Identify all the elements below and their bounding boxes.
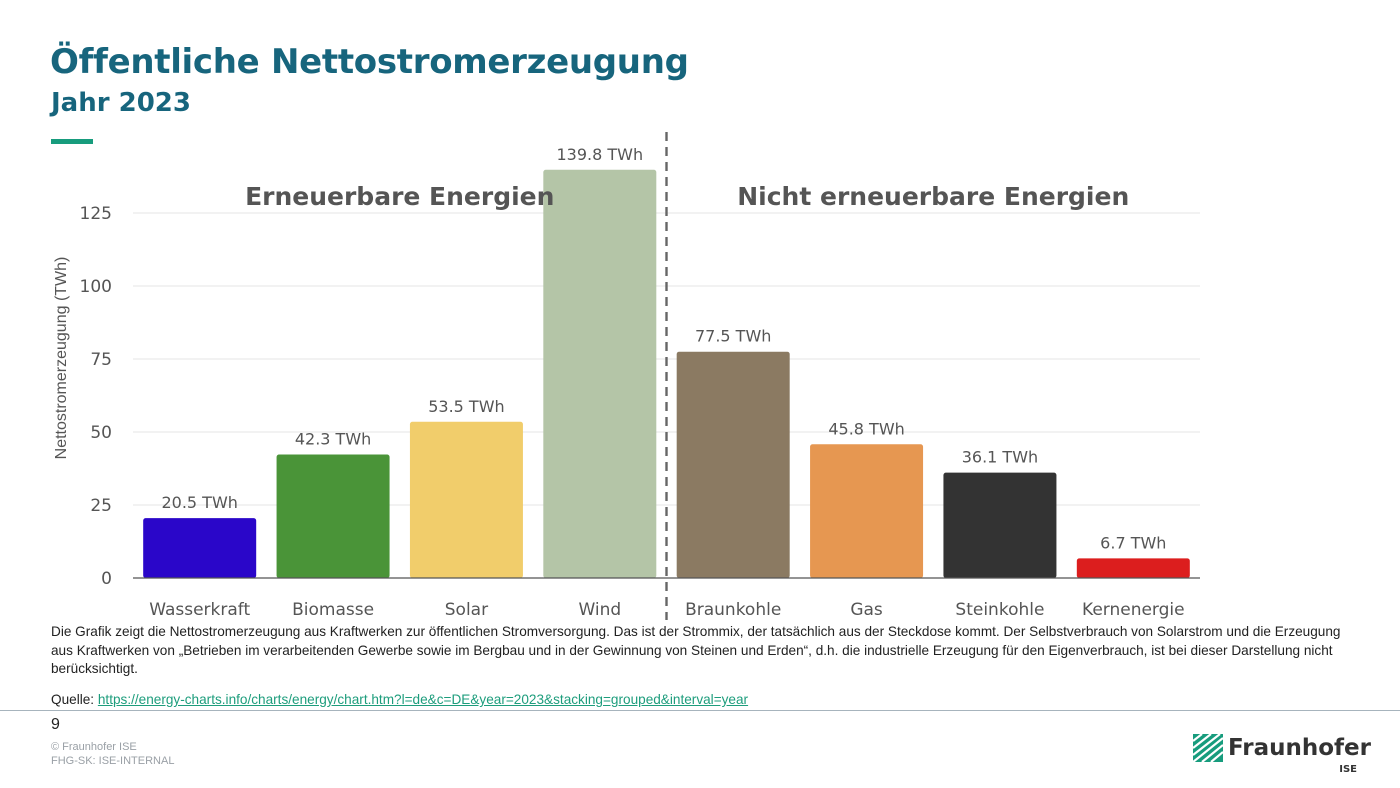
x-tick-label: Wasserkraft <box>149 600 250 620</box>
fraunhofer-logo-icon <box>1193 734 1223 762</box>
y-tick-label: 75 <box>90 350 112 370</box>
data-label: 77.5 TWh <box>695 327 771 346</box>
source-link[interactable]: https://energy-charts.info/charts/energy… <box>97 692 749 707</box>
bar-chart: 0 25 50 75 100 125 Nettostromerzeugung (TWh) 20… <box>53 132 1200 620</box>
source-label: Quelle: <box>51 692 95 707</box>
bar-braunkohle <box>676 351 790 578</box>
fraunhofer-logo: Fraunhofer ISE <box>1193 733 1371 778</box>
page-title: Öffentliche Nettostromerzeugung <box>50 42 689 82</box>
group-label: Erneuerbare Energien <box>245 182 554 211</box>
x-tick-label: Wind <box>578 600 621 620</box>
page-number: 9 <box>51 716 60 733</box>
chart-description: Die Grafik zeigt die Nettostromerzeugung… <box>51 624 1341 676</box>
y-tick-label: 50 <box>90 423 112 443</box>
source-line: Quelle: https://energy-charts.info/chart… <box>51 692 748 707</box>
bar-wind <box>543 169 657 578</box>
bar-gas <box>810 444 924 578</box>
data-label: 6.7 TWh <box>1100 533 1166 552</box>
logo-unit: ISE <box>1339 764 1357 775</box>
group-label: Nicht erneuerbare Energien <box>737 182 1129 211</box>
data-label: 53.5 TWh <box>428 397 504 416</box>
bar-steinkohle <box>943 472 1057 578</box>
bar-solar <box>409 421 523 578</box>
data-label: 139.8 TWh <box>557 145 644 164</box>
data-label: 42.3 TWh <box>295 429 371 448</box>
x-tick-label: Steinkohle <box>955 600 1044 620</box>
data-label: 45.8 TWh <box>828 419 904 438</box>
bar-kernenergie <box>1076 558 1190 578</box>
y-tick-label: 0 <box>101 569 112 589</box>
copyright: © Fraunhofer ISE <box>51 741 137 753</box>
data-label: 20.5 TWh <box>161 493 237 512</box>
x-tick-label: Solar <box>445 600 488 620</box>
x-tick-label: Braunkohle <box>685 600 781 620</box>
y-tick-label: 25 <box>90 496 112 516</box>
classification-label: FHG-SK: ISE-INTERNAL <box>51 755 175 767</box>
y-axis-title: Nettostromerzeugung (TWh) <box>53 257 70 460</box>
footer-divider <box>0 710 1400 711</box>
page-subtitle: Jahr 2023 <box>51 88 191 118</box>
logo-name: Fraunhofer <box>1228 735 1371 761</box>
title-accent-bar <box>51 139 93 144</box>
x-tick-label: Gas <box>850 600 883 620</box>
x-tick-label: Biomasse <box>292 600 374 620</box>
bar-biomasse <box>276 454 390 578</box>
y-tick-label: 100 <box>80 277 112 297</box>
data-label: 36.1 TWh <box>962 448 1038 467</box>
bar-wasserkraft <box>143 518 257 578</box>
y-tick-label: 125 <box>80 204 112 224</box>
x-tick-label: Kernenergie <box>1082 600 1185 620</box>
